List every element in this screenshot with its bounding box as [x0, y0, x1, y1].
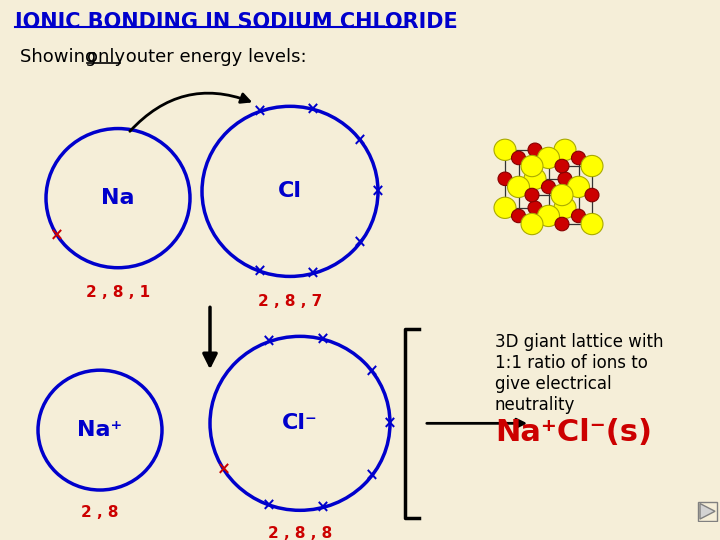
Text: 2 , 8 , 7: 2 , 8 , 7 [258, 294, 322, 309]
Circle shape [581, 213, 603, 235]
Text: Cl⁻: Cl⁻ [282, 413, 318, 433]
Circle shape [528, 143, 542, 157]
FancyArrowPatch shape [130, 93, 250, 131]
Text: ×: × [217, 461, 230, 478]
Text: ×: × [365, 467, 379, 485]
Circle shape [554, 197, 576, 219]
Text: ×: × [354, 234, 367, 252]
Text: ×: × [262, 496, 276, 514]
Circle shape [551, 185, 573, 206]
Circle shape [494, 139, 516, 160]
Text: ×: × [253, 103, 267, 120]
Text: Na⁺: Na⁺ [77, 420, 122, 440]
Circle shape [541, 180, 556, 194]
Text: ×: × [316, 330, 330, 348]
Text: ×: × [316, 498, 330, 516]
Circle shape [494, 197, 516, 219]
Circle shape [511, 151, 526, 165]
Circle shape [585, 188, 599, 202]
Circle shape [572, 209, 585, 222]
Text: outer energy levels:: outer energy levels: [120, 48, 307, 66]
Text: ×: × [306, 265, 320, 282]
Text: Showing: Showing [20, 48, 102, 66]
Text: ×: × [365, 362, 379, 380]
Bar [698, 502, 717, 521]
Circle shape [528, 201, 542, 214]
Text: 3D giant lattice with
1:1 ratio of ions to
give electrical
neutrality: 3D giant lattice with 1:1 ratio of ions … [495, 333, 664, 414]
Text: ×: × [383, 414, 397, 433]
Circle shape [581, 156, 603, 177]
Text: Na: Na [102, 188, 135, 208]
Circle shape [524, 168, 546, 190]
Circle shape [554, 139, 576, 160]
Circle shape [508, 176, 529, 198]
Text: Cl: Cl [278, 181, 302, 201]
Circle shape [555, 159, 569, 173]
Polygon shape [700, 504, 715, 519]
Text: only: only [87, 48, 125, 66]
Circle shape [538, 205, 559, 227]
Text: Na⁺Cl⁻(s): Na⁺Cl⁻(s) [495, 417, 652, 447]
Circle shape [498, 172, 512, 186]
Circle shape [538, 147, 559, 168]
Text: ×: × [50, 226, 64, 244]
Circle shape [521, 156, 543, 177]
Circle shape [525, 188, 539, 202]
Text: 2 , 8 , 8: 2 , 8 , 8 [268, 526, 332, 540]
Text: ×: × [371, 183, 385, 200]
Text: 2 , 8 , 1: 2 , 8 , 1 [86, 285, 150, 300]
Circle shape [511, 209, 526, 222]
Text: ×: × [306, 100, 320, 118]
Circle shape [521, 213, 543, 235]
Circle shape [558, 172, 572, 186]
Circle shape [555, 217, 569, 231]
Text: ×: × [262, 333, 276, 350]
Text: ×: × [253, 262, 267, 280]
Circle shape [567, 176, 590, 198]
Circle shape [572, 151, 585, 165]
Text: IONIC BONDING IN SODIUM CHLORIDE: IONIC BONDING IN SODIUM CHLORIDE [15, 11, 458, 32]
Text: 2 , 8: 2 , 8 [81, 505, 119, 521]
Text: ×: × [354, 131, 367, 149]
